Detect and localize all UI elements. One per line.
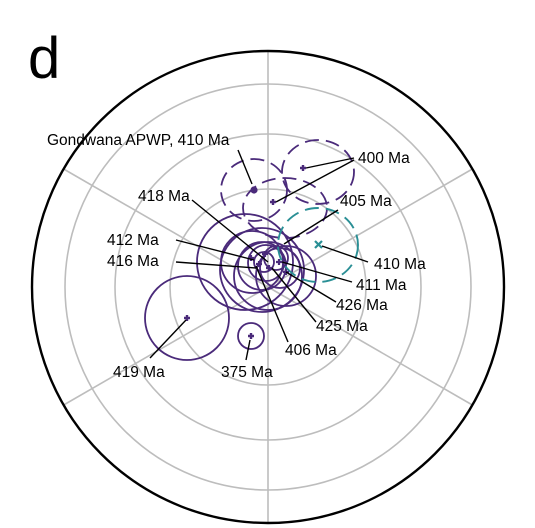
leader-411ma xyxy=(281,261,353,283)
leader-419ma xyxy=(149,319,187,359)
label-412ma: 412 Ma xyxy=(107,232,159,249)
label-425ma: 425 Ma xyxy=(316,318,368,335)
label-426ma: 426 Ma xyxy=(336,297,388,314)
leader-375ma xyxy=(245,339,251,361)
confidence-circle-large-a xyxy=(196,213,294,311)
label-419ma: 419 Ma xyxy=(113,364,165,381)
label-411ma: 411 Ma xyxy=(356,277,407,294)
confidence-circle-426ma xyxy=(259,247,301,289)
confidence-circle-375ma xyxy=(237,322,265,350)
confidence-circles-teal xyxy=(277,207,359,283)
confidence-circles-purple xyxy=(144,139,355,361)
grid-spoke-se xyxy=(267,286,472,406)
leader-412ma xyxy=(175,239,255,261)
leader-400ma-a xyxy=(305,157,355,169)
grid-spoke-ne xyxy=(267,168,472,288)
label-416ma: 416 Ma xyxy=(107,253,159,270)
confidence-circle-406ma xyxy=(233,241,303,311)
pole-point-375ma xyxy=(248,333,254,339)
pole-point-cluster-f xyxy=(262,251,268,257)
confidence-circle-410ma xyxy=(277,207,359,283)
leader-405ma xyxy=(283,209,339,245)
grid-spoke-nw xyxy=(64,168,269,288)
pole-point-410ma xyxy=(314,240,323,249)
pole-positions xyxy=(184,165,323,339)
pole-point-gondwana xyxy=(250,186,258,194)
confidence-circle-gondwana xyxy=(220,158,288,222)
pole-point-cluster-a xyxy=(256,261,262,267)
label-406ma: 406 Ma xyxy=(285,342,337,359)
label-400ma: 400 Ma xyxy=(358,150,410,167)
leader-gondwana xyxy=(237,149,253,185)
leader-410ma xyxy=(321,245,369,263)
confidence-circle-large-b xyxy=(219,227,305,313)
label-375ma: 375 Ma xyxy=(221,364,273,381)
grid-spoke-sw xyxy=(64,286,269,406)
confidence-circle-425ma xyxy=(255,245,317,307)
label-418ma: 418 Ma xyxy=(138,188,190,205)
label-gondwana-apwp: Gondwana APWP, 410 Ma xyxy=(47,132,230,149)
leader-400ma-b xyxy=(275,159,355,203)
pole-point-400ma xyxy=(300,165,306,171)
panel-label: d xyxy=(28,26,60,91)
confidence-circle-400ma xyxy=(281,139,355,205)
pole-point-cluster-c xyxy=(276,259,282,265)
leader-425ma xyxy=(271,267,317,323)
age-labels: Gondwana APWP, 410 Ma 400 Ma 405 Ma 418 … xyxy=(47,132,426,381)
leader-418ma xyxy=(191,199,269,263)
leader-406ma xyxy=(255,265,289,343)
stereonet-outer-boundary xyxy=(30,49,506,525)
label-405ma: 405 Ma xyxy=(340,193,392,210)
leader-lines xyxy=(149,149,369,361)
leader-426ma xyxy=(285,271,337,303)
confidence-circle-419ma xyxy=(144,275,230,361)
pole-point-cluster-b xyxy=(266,265,272,271)
pole-point-405ma xyxy=(270,199,276,205)
leader-416ma xyxy=(175,261,257,269)
label-410ma: 410 Ma xyxy=(374,256,426,273)
pole-point-419ma xyxy=(184,315,190,321)
stereonet-grid xyxy=(30,49,506,525)
